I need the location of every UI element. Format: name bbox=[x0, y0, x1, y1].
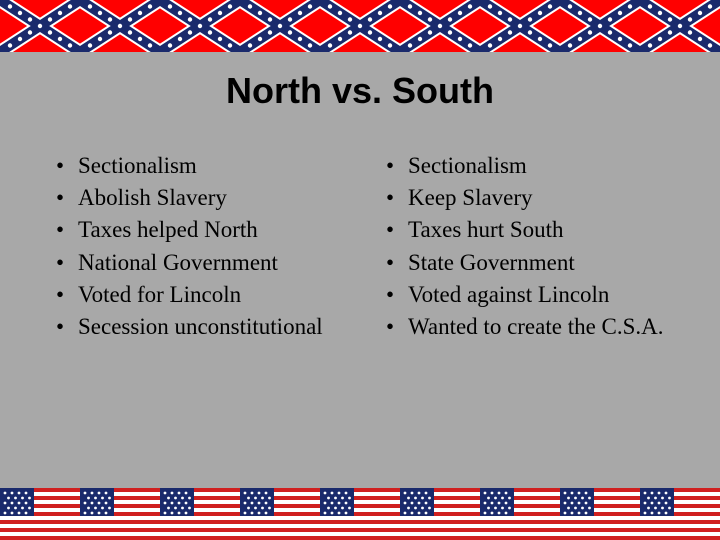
list-item: •National Government bbox=[50, 247, 350, 279]
right-list: •Sectionalism •Keep Slavery •Taxes hurt … bbox=[370, 150, 680, 343]
bottom-flag-border bbox=[0, 488, 720, 540]
left-column: •Sectionalism •Abolish Slavery •Taxes he… bbox=[40, 150, 350, 343]
columns-container: •Sectionalism •Abolish Slavery •Taxes he… bbox=[40, 150, 680, 343]
list-item: •Sectionalism bbox=[50, 150, 350, 182]
top-flag-border bbox=[0, 0, 720, 52]
list-item: •Keep Slavery bbox=[380, 182, 680, 214]
list-item: •State Government bbox=[380, 247, 680, 279]
list-item: •Voted for Lincoln bbox=[50, 279, 350, 311]
right-column: •Sectionalism •Keep Slavery •Taxes hurt … bbox=[370, 150, 680, 343]
list-item: •Sectionalism bbox=[380, 150, 680, 182]
list-item: •Taxes hurt South bbox=[380, 214, 680, 246]
left-list: •Sectionalism •Abolish Slavery •Taxes he… bbox=[40, 150, 350, 343]
list-item: •Taxes helped North bbox=[50, 214, 350, 246]
list-item: •Secession unconstitutional bbox=[50, 311, 350, 343]
list-item: •Abolish Slavery bbox=[50, 182, 350, 214]
slide-content: North vs. South •Sectionalism •Abolish S… bbox=[0, 52, 720, 488]
slide-title: North vs. South bbox=[40, 70, 680, 112]
list-item: •Wanted to create the C.S.A. bbox=[380, 311, 680, 343]
list-item: •Voted against Lincoln bbox=[380, 279, 680, 311]
